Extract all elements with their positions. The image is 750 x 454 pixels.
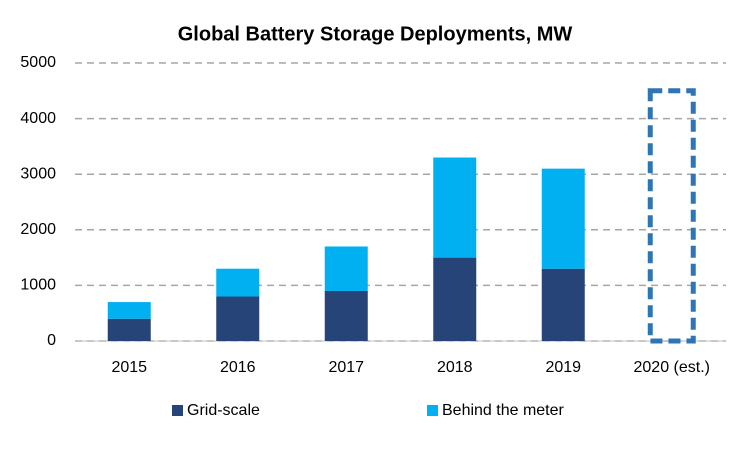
bar-segment — [107, 302, 151, 319]
y-tick-label: 5000 — [20, 54, 56, 71]
y-tick-label: 1000 — [20, 277, 56, 294]
x-tick-label: 2017 — [328, 359, 364, 376]
chart-title: Global Battery Storage Deployments, MW — [178, 23, 573, 45]
y-tick-label: 4000 — [20, 110, 56, 127]
x-tick-label: 2020 (est.) — [634, 359, 710, 376]
legend-swatch — [172, 405, 183, 416]
y-tick-label: 3000 — [20, 165, 56, 182]
y-tick-label: 0 — [47, 332, 56, 349]
y-tick-label: 2000 — [20, 221, 56, 238]
bar-segment — [433, 257, 477, 341]
x-tick-label: 2018 — [437, 359, 473, 376]
legend-swatch — [427, 405, 438, 416]
legend-label: Grid-scale — [187, 402, 260, 419]
legend-label: Behind the meter — [442, 402, 565, 419]
bar-segment — [324, 290, 368, 341]
bar-segment — [541, 168, 585, 269]
bar-segment — [541, 268, 585, 341]
x-tick-label: 2015 — [111, 359, 147, 376]
bar-segment — [433, 157, 477, 258]
bar-segment — [107, 318, 151, 341]
estimate-bar — [647, 88, 696, 344]
x-tick-label: 2016 — [220, 359, 256, 376]
bar-segment — [216, 268, 260, 297]
bar-segment — [324, 246, 368, 291]
x-tick-label: 2019 — [545, 359, 581, 376]
bar-segment — [216, 296, 260, 341]
